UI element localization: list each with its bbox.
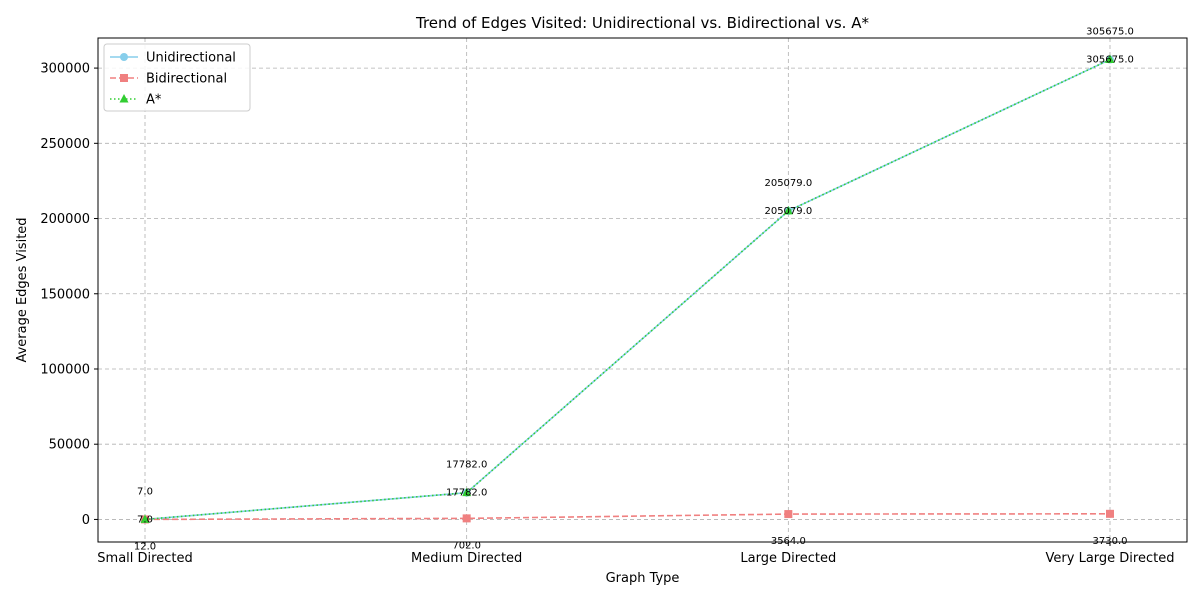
data-label: 7.0 xyxy=(137,486,153,497)
plot-frame xyxy=(97,37,1188,543)
y-tick-label: 250000 xyxy=(40,137,90,152)
data-label: 12.0 xyxy=(134,541,156,552)
x-tick-label: Small Directed xyxy=(97,551,192,566)
legend: Unidirectional Bidirectional A* xyxy=(103,43,251,112)
data-label: 3730.0 xyxy=(1093,536,1128,547)
y-axis-label: Average Edges Visited xyxy=(15,217,30,362)
y-axis: 0 50000 100000 150000 200000 250000 300000 xyxy=(40,62,98,528)
data-point xyxy=(1105,54,1115,64)
data-label: 17782.0 xyxy=(446,488,487,499)
x-axis-label: Graph Type xyxy=(606,571,680,586)
data-point xyxy=(140,514,150,523)
data-point xyxy=(462,487,472,497)
data-point xyxy=(784,510,793,519)
data-label: 7.0 xyxy=(137,514,153,525)
grid xyxy=(98,38,1187,542)
y-tick-label: 150000 xyxy=(40,287,90,302)
legend-marker xyxy=(120,53,128,61)
data-label: 305675.0 xyxy=(1086,55,1134,66)
y-tick-label: 50000 xyxy=(49,438,90,453)
series-line-a xyxy=(144,58,1111,521)
chart-title: Trend of Edges Visited: Unidirectional v… xyxy=(415,14,869,32)
x-axis: Small Directed Medium Directed Large Direc… xyxy=(97,542,1174,566)
legend-box xyxy=(103,43,251,112)
x-tick-label: Medium Directed xyxy=(411,551,522,566)
y-tick-label: 300000 xyxy=(40,62,90,77)
y-tick-label: 200000 xyxy=(40,212,90,227)
legend-label: Unidirectional xyxy=(146,51,236,66)
legend-label: A* xyxy=(146,93,162,108)
data-point xyxy=(462,514,471,523)
legend-label: Bidirectional xyxy=(146,72,227,87)
data-label: 205079.0 xyxy=(764,206,812,217)
data-point xyxy=(783,205,793,215)
y-tick-label: 100000 xyxy=(40,362,90,377)
x-tick-label: Very Large Directed xyxy=(1046,551,1175,566)
data-point xyxy=(1106,509,1114,518)
data-label: 17782.0 xyxy=(446,460,487,471)
series-line-bidirectional xyxy=(144,513,1111,521)
legend-marker xyxy=(119,94,129,103)
data-label: 305675.0 xyxy=(1086,27,1134,38)
legend-marker xyxy=(120,74,128,82)
series-layer xyxy=(140,54,1115,524)
data-label: 205079.0 xyxy=(764,178,812,189)
y-tick-label: 0 xyxy=(82,513,90,528)
x-tick-label: Large Directed xyxy=(740,551,836,566)
